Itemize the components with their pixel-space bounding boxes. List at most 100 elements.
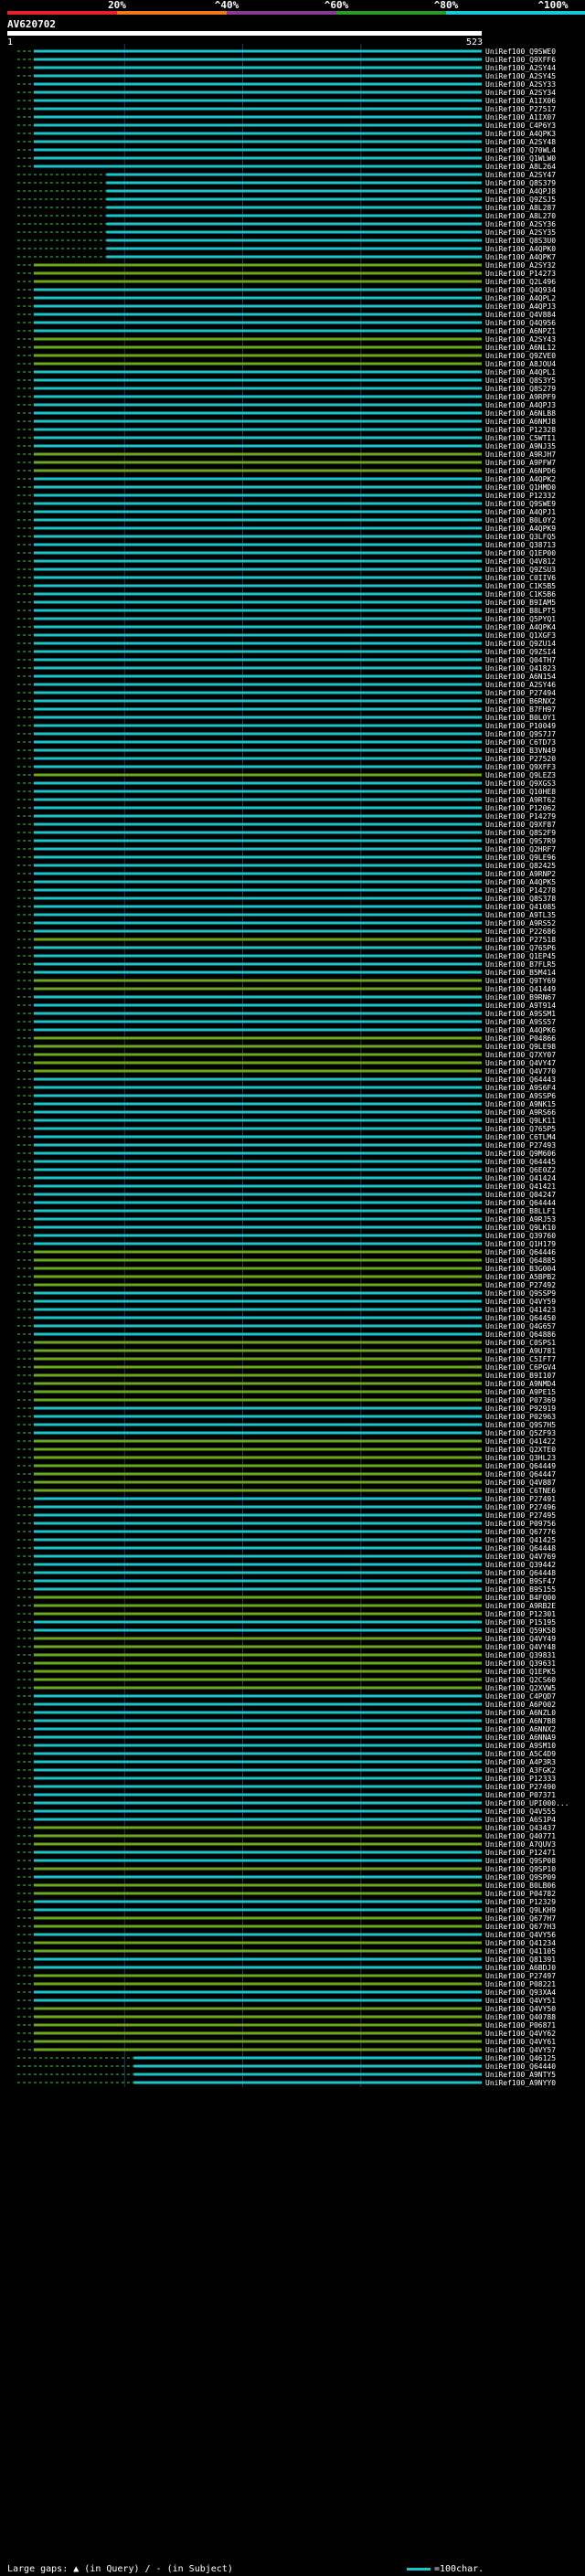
hit-label[interactable]: UniRef100_Q04TH7 [485,656,556,664]
hit-label[interactable]: UniRef100_A6NPZ1 [485,327,556,335]
hit-bar[interactable] [33,1036,482,1040]
hit-label[interactable]: UniRef100_A9NK15 [485,1100,556,1108]
hit-bar[interactable] [33,1694,482,1698]
hit-label[interactable]: UniRef100_A4QPK4 [485,623,556,631]
hit-label[interactable]: UniRef100_P04866 [485,1034,556,1043]
hit-bar[interactable] [33,1604,482,1607]
hit-bar[interactable] [133,2081,482,2084]
hit-bar[interactable] [33,872,482,875]
hit-bar[interactable] [33,831,482,834]
hit-label[interactable]: UniRef100_Q04247 [485,1191,556,1199]
hit-bar[interactable] [33,1110,482,1114]
hit-bar[interactable] [33,1135,482,1139]
hit-label[interactable]: UniRef100_Q38713 [485,541,556,549]
hit-label[interactable]: UniRef100_P12328 [485,426,556,434]
hit-bar[interactable] [33,979,482,982]
hit-label[interactable]: UniRef100_Q4VY47 [485,1059,556,1067]
hit-bar[interactable] [33,1546,482,1550]
hit-label[interactable]: UniRef100_Q1EP45 [485,952,556,960]
hit-label[interactable]: UniRef100_Q64449 [485,1462,556,1470]
hit-label[interactable]: UniRef100_A5BPB2 [485,1273,556,1281]
hit-label[interactable]: UniRef100_P14273 [485,270,556,278]
hit-bar[interactable] [33,1102,482,1106]
hit-label[interactable]: UniRef100_A9TL35 [485,911,556,919]
hit-bar[interactable] [33,1283,482,1287]
hit-label[interactable]: UniRef100_Q64886 [485,1330,556,1339]
hit-label[interactable]: UniRef100_A4QPK7 [485,253,556,261]
hit-label[interactable]: UniRef100_Q64885 [485,1256,556,1265]
hit-label[interactable]: UniRef100_P27517 [485,105,556,113]
hit-bar[interactable] [33,617,482,620]
hit-label[interactable]: UniRef100_A2SY48 [485,138,556,146]
hit-bar[interactable] [33,1061,482,1065]
hit-bar[interactable] [33,1258,482,1262]
hit-label[interactable]: UniRef100_Q9LKH9 [485,1906,556,1914]
hit-label[interactable]: UniRef100_Q4V812 [485,557,556,566]
hit-bar[interactable] [33,1612,482,1616]
hit-label[interactable]: UniRef100_Q9SP08 [485,1857,556,1865]
hit-label[interactable]: UniRef100_Q9ZSJ5 [485,196,556,204]
hit-label[interactable]: UniRef100_Q4V769 [485,1553,556,1561]
hit-bar[interactable] [33,995,482,999]
hit-bar[interactable] [33,1966,482,1969]
hit-label[interactable]: UniRef100_Q82425 [485,862,556,870]
hit-bar[interactable] [33,543,482,546]
hit-label[interactable]: UniRef100_P14279 [485,812,556,821]
hit-bar[interactable] [33,1316,482,1320]
hit-label[interactable]: UniRef100_B3VN49 [485,747,556,755]
hit-label[interactable]: UniRef100_A8L264 [485,163,556,171]
hit-bar[interactable] [33,880,482,884]
hit-label[interactable]: UniRef100_A9RT62 [485,796,556,804]
hit-label[interactable]: UniRef100_P15195 [485,1618,556,1627]
hit-bar[interactable] [33,1719,482,1723]
hit-bar[interactable] [106,173,482,176]
hit-label[interactable]: UniRef100_Q4VY51 [485,1997,556,2005]
hit-bar[interactable] [33,1217,482,1221]
hit-label[interactable]: UniRef100_Q59K58 [485,1627,556,1635]
hit-bar[interactable] [33,1086,482,1089]
hit-label[interactable]: UniRef100_Q4V887 [485,1479,556,1487]
hit-bar[interactable] [33,691,482,694]
hit-label[interactable]: UniRef100_A9SSM1 [485,1010,556,1018]
hit-label[interactable]: UniRef100_Q41823 [485,664,556,673]
hit-bar[interactable] [33,732,482,736]
hit-bar[interactable] [33,1554,482,1558]
hit-bar[interactable] [133,2064,482,2068]
hit-label[interactable]: UniRef100_P27520 [485,755,556,763]
hit-label[interactable]: UniRef100_Q9XFF6 [485,56,556,64]
hit-label[interactable]: UniRef100_B7FLR5 [485,960,556,969]
hit-label[interactable]: UniRef100_A9PE15 [485,1388,556,1396]
hit-label[interactable]: UniRef100_B6RNX2 [485,697,556,705]
hit-bar[interactable] [33,387,482,390]
hit-label[interactable]: UniRef100_B0L0Y1 [485,714,556,722]
hit-bar[interactable] [33,683,482,686]
hit-bar[interactable] [33,280,482,283]
hit-label[interactable]: UniRef100_Q5ZF93 [485,1429,556,1437]
hit-label[interactable]: UniRef100_Q9LE96 [485,853,556,862]
hit-label[interactable]: UniRef100_Q9LK11 [485,1117,556,1125]
hit-bar[interactable] [33,666,482,670]
hit-label[interactable]: UniRef100_Q1EPK5 [485,1668,556,1676]
hit-bar[interactable] [33,987,482,991]
hit-bar[interactable] [33,1168,482,1171]
hit-label[interactable]: UniRef100_A7QUV3 [485,1840,556,1849]
hit-label[interactable]: UniRef100_B7FH97 [485,705,556,714]
hit-bar[interactable] [33,1686,482,1690]
hit-bar[interactable] [33,1760,482,1764]
hit-label[interactable]: UniRef100_Q40771 [485,1832,556,1840]
hit-bar[interactable] [33,576,482,579]
hit-label[interactable]: UniRef100_Q2CS60 [485,1676,556,1684]
hit-bar[interactable] [33,271,482,275]
hit-label[interactable]: UniRef100_Q64444 [485,1199,556,1207]
hit-bar[interactable] [33,1349,482,1352]
hit-bar[interactable] [33,1439,482,1443]
hit-bar[interactable] [33,1012,482,1015]
hit-bar[interactable] [33,263,482,267]
hit-label[interactable]: UniRef100_Q2XTE0 [485,1446,556,1454]
hit-bar[interactable] [33,1727,482,1731]
hit-label[interactable]: UniRef100_Q9M606 [485,1150,556,1158]
hit-label[interactable]: UniRef100_C6TNE6 [485,1487,556,1495]
hit-label[interactable]: UniRef100_P27493 [485,1141,556,1150]
hit-label[interactable]: UniRef100_Q4VY57 [485,2046,556,2054]
hit-label[interactable]: UniRef100_P12332 [485,492,556,500]
